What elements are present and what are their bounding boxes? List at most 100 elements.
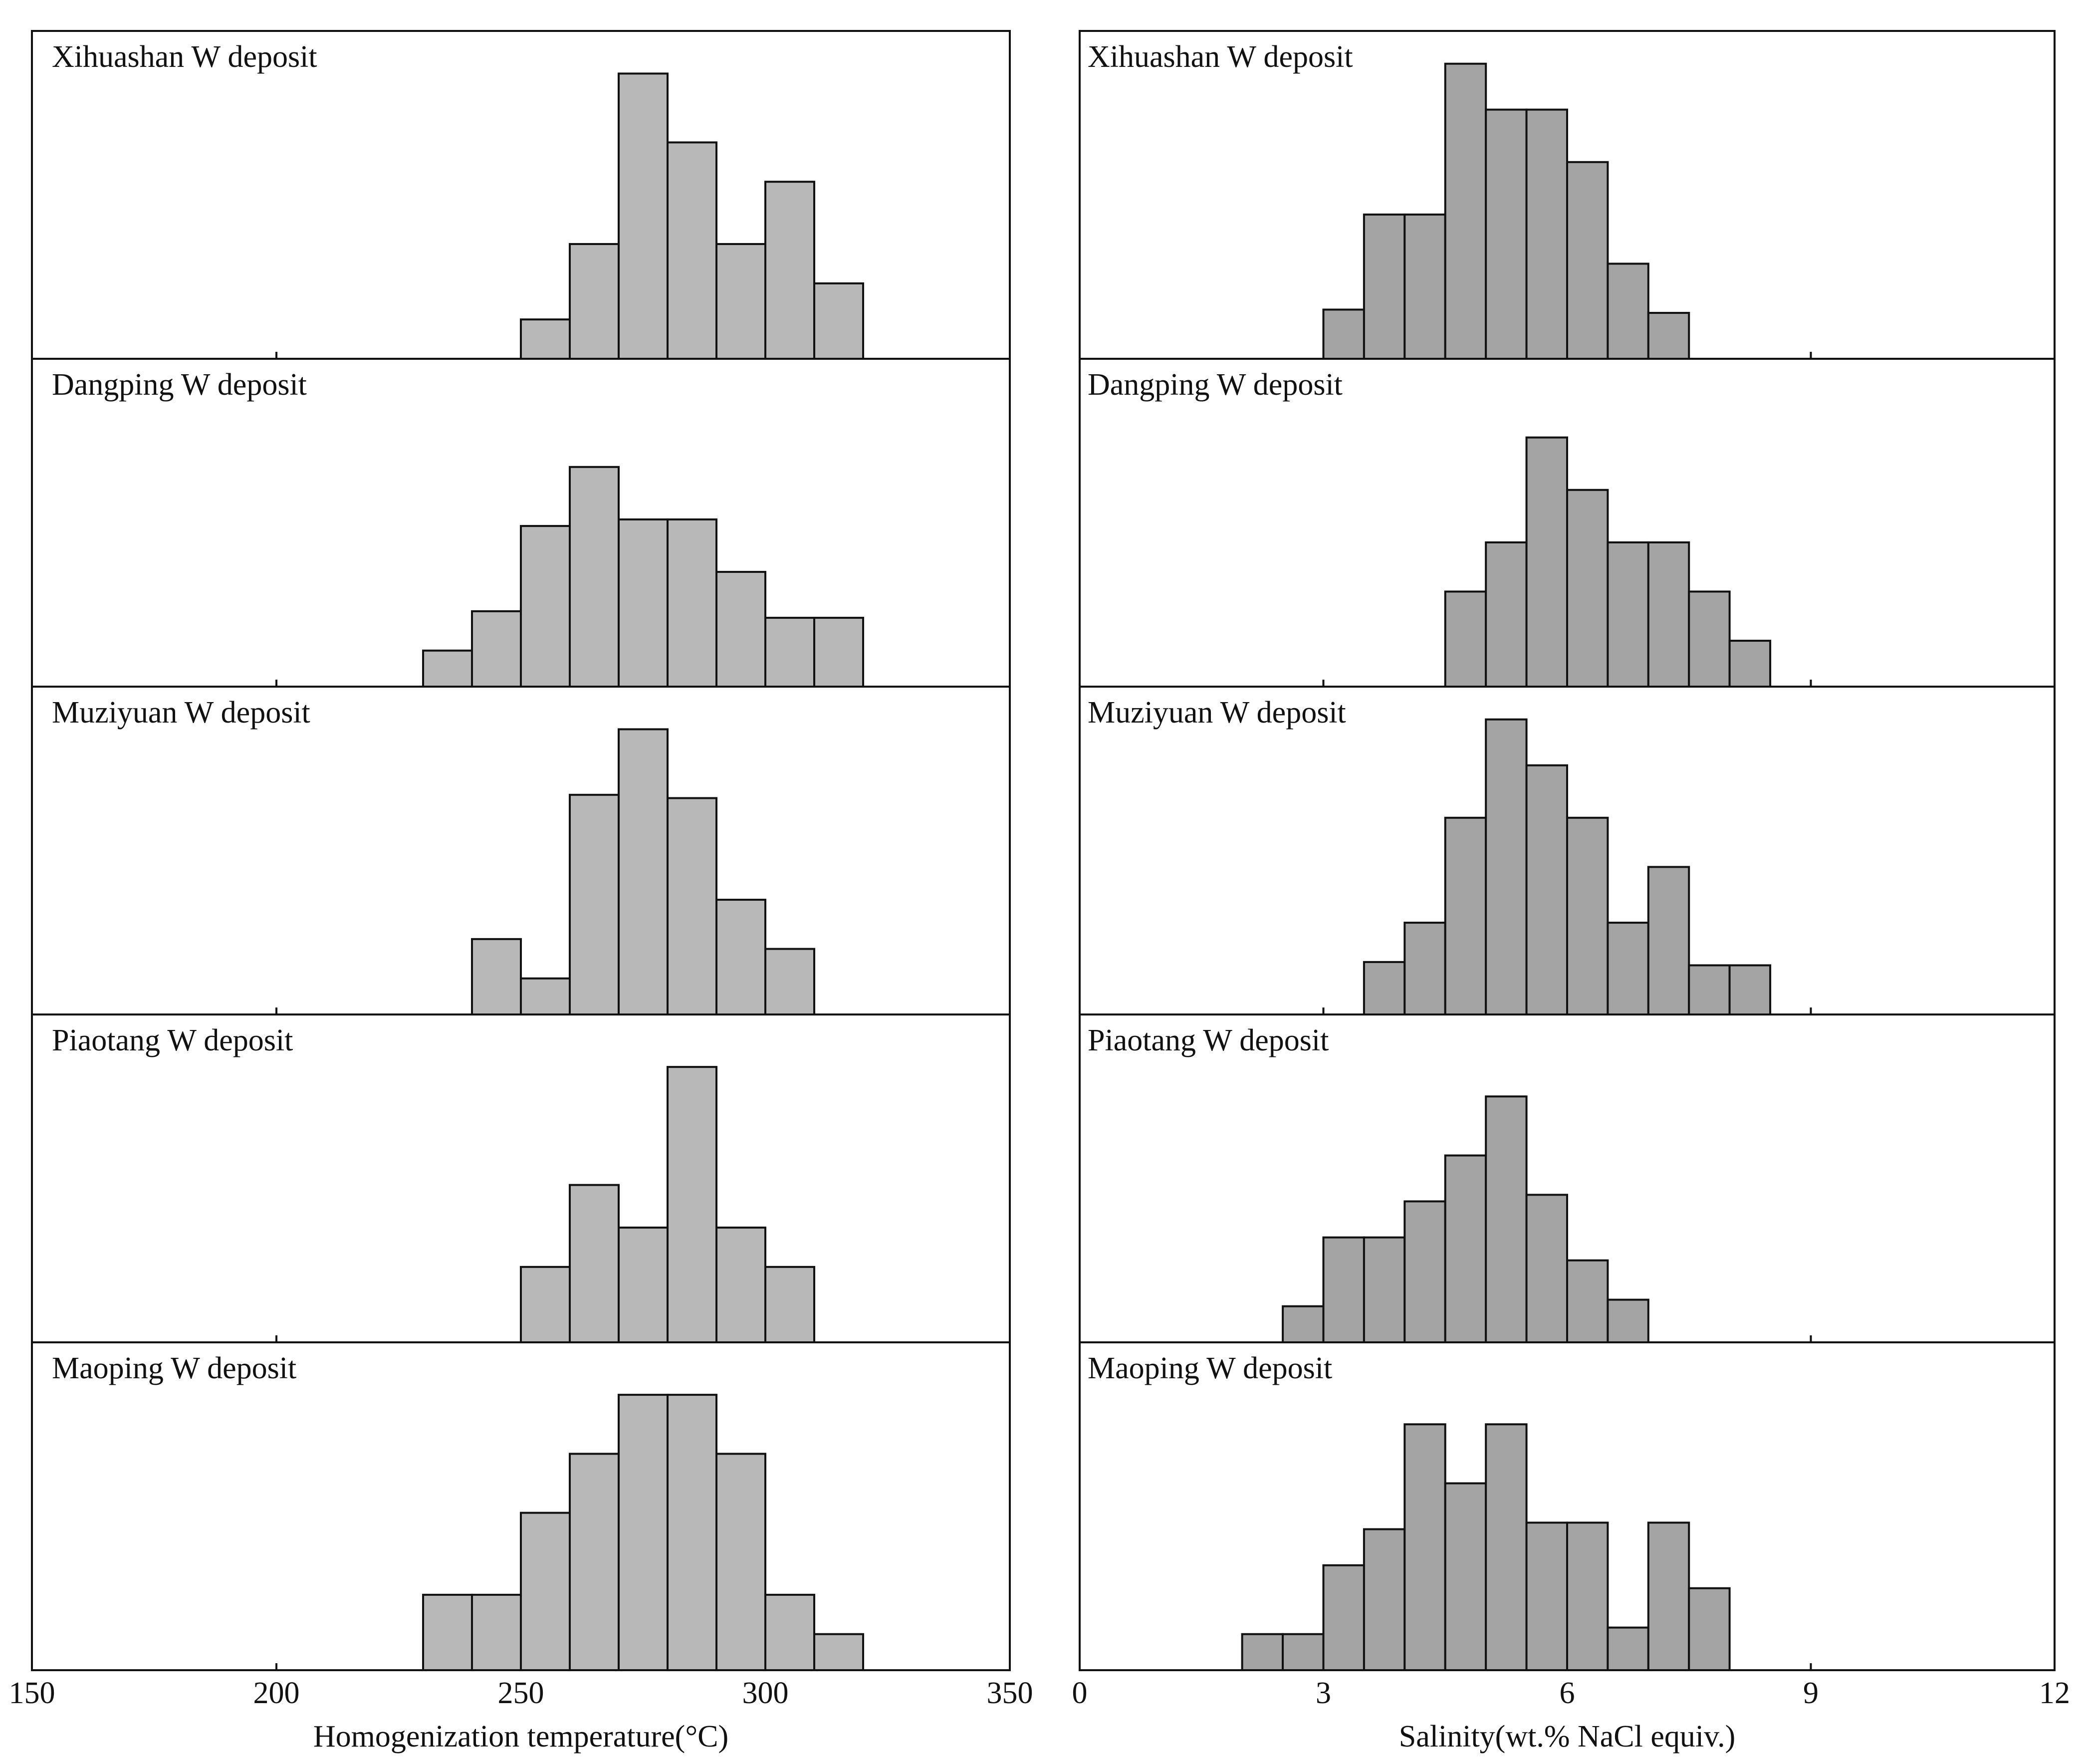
salinity-bar-panel3-bin8 — [1647, 866, 1690, 1015]
temperature-bar-panel2-bin6 — [667, 518, 717, 688]
temperature-bar-panel4-bin6 — [764, 1265, 815, 1343]
temperature-panel-titles: Xihuashan W deposit Dangping W deposit Muz… — [52, 40, 317, 1385]
salinity-bar-panel5-bin7 — [1485, 1423, 1528, 1671]
temperature-bar-panel1-bin4 — [667, 141, 717, 360]
temperature-bar-panel3-bin7 — [764, 948, 815, 1015]
salinity-bar-panel2-bin7 — [1688, 590, 1731, 688]
salinity-bar-panel2-bin1 — [1444, 590, 1487, 688]
salinity-bar-panel1-bin4 — [1444, 62, 1487, 360]
temperature-bar-panel2-bin4 — [569, 466, 620, 688]
salinity-bar-panel5-bin1 — [1241, 1633, 1284, 1671]
salinity-bar-panel2-bin8 — [1728, 640, 1772, 688]
temperature-tick-label-5: 350 — [987, 1676, 1033, 1710]
salinity-bar-panel5-bin6 — [1444, 1482, 1487, 1671]
temperature-bar-panel5-bin6 — [667, 1394, 717, 1672]
salinity-tick-label-5: 12 — [2039, 1676, 2070, 1710]
salinity-bar-panel3-bin7 — [1607, 922, 1649, 1016]
temperature-panel-title-3: Muziyuan W deposit — [52, 696, 310, 730]
temperature-bar-panel1-bin6 — [764, 181, 815, 360]
temperature-axis-title: Homogenization temperature(°C) — [313, 1720, 728, 1754]
salinity-panel-title-4: Piaotang W deposit — [1088, 1023, 1329, 1057]
salinity-x-ticks: 0 3 6 9 12 — [1072, 352, 2070, 1710]
salinity-bar-panel3-bin1 — [1363, 961, 1406, 1016]
temperature-bar-panel5-bin5 — [618, 1394, 669, 1672]
temperature-bar-panel1-bin7 — [813, 282, 864, 360]
temperature-bar-panel2-bin8 — [764, 617, 815, 688]
salinity-bar-panel5-bin12 — [1688, 1587, 1731, 1671]
salinity-bar-panel1-bin1 — [1322, 308, 1365, 360]
temperature-bar-panel4-bin1 — [520, 1265, 571, 1343]
temperature-bar-panel2-bin1 — [422, 649, 473, 688]
temperature-bar-panel5-bin9 — [813, 1633, 864, 1671]
salinity-panel-title-5: Maoping W deposit — [1088, 1351, 1332, 1385]
salinity-tick-label-2: 3 — [1316, 1676, 1331, 1710]
salinity-bar-panel2-bin2 — [1485, 541, 1528, 688]
temperature-bar-panel3-bin6 — [715, 899, 766, 1016]
salinity-bar-panel2-bin3 — [1525, 436, 1568, 688]
temperature-bar-panel3-bin5 — [667, 797, 717, 1015]
salinity-bar-panel5-bin4 — [1363, 1528, 1406, 1671]
temperature-bar-panel1-bin5 — [715, 243, 766, 360]
salinity-bar-panel1-bin3 — [1403, 213, 1446, 360]
salinity-axis-title: Salinity(wt.% NaCl equiv.) — [1399, 1720, 1735, 1754]
temperature-bars — [422, 72, 864, 1672]
salinity-bar-panel3-bin10 — [1728, 964, 1772, 1015]
temperature-bar-panel2-bin3 — [520, 525, 571, 688]
salinity-tick-label-1: 0 — [1072, 1676, 1088, 1710]
salinity-bar-panel1-bin8 — [1607, 262, 1649, 360]
temperature-bar-panel5-bin2 — [471, 1593, 522, 1671]
temperature-histogram-stack: Xihuashan W deposit Dangping W deposit Muz… — [9, 30, 1033, 1754]
salinity-bar-panel5-bin10 — [1607, 1626, 1649, 1672]
temperature-tick-label-3: 250 — [498, 1676, 544, 1710]
temperature-bar-panel5-bin3 — [520, 1512, 571, 1671]
salinity-bar-panel4-bin6 — [1485, 1095, 1528, 1343]
temperature-bar-panel2-bin7 — [715, 571, 766, 688]
temperature-bar-panel3-bin4 — [618, 728, 669, 1016]
temperature-tick-label-2: 200 — [253, 1676, 300, 1710]
temperature-bar-panel2-bin2 — [471, 610, 522, 688]
temperature-bar-panel5-bin7 — [715, 1453, 766, 1671]
salinity-bar-panel5-bin5 — [1403, 1423, 1446, 1671]
salinity-bar-panel4-bin5 — [1444, 1154, 1487, 1343]
salinity-bar-panel4-bin4 — [1403, 1200, 1446, 1343]
salinity-bar-panel4-bin1 — [1282, 1305, 1325, 1343]
salinity-bar-panel2-bin6 — [1647, 541, 1690, 688]
salinity-bar-panel3-bin9 — [1688, 964, 1731, 1015]
salinity-bar-panel1-bin2 — [1363, 213, 1406, 360]
salinity-bar-panel4-bin8 — [1566, 1259, 1609, 1343]
salinity-bar-panel5-bin9 — [1566, 1521, 1609, 1672]
salinity-bar-panel1-bin7 — [1566, 161, 1609, 360]
temperature-panel-title-1: Xihuashan W deposit — [52, 40, 317, 74]
temperature-bar-panel3-bin1 — [471, 938, 522, 1016]
temperature-bar-panel5-bin4 — [569, 1453, 620, 1671]
salinity-bar-panel1-bin5 — [1485, 108, 1528, 360]
salinity-bar-panel3-bin2 — [1403, 922, 1446, 1016]
temperature-bar-panel1-bin3 — [618, 72, 669, 360]
salinity-bar-panel4-bin2 — [1322, 1236, 1365, 1344]
salinity-bar-panel1-bin9 — [1647, 312, 1690, 360]
salinity-bar-panel5-bin3 — [1322, 1564, 1365, 1672]
temperature-panel-title-4: Piaotang W deposit — [52, 1023, 293, 1057]
temperature-bar-panel1-bin1 — [520, 318, 571, 360]
temperature-bar-panel4-bin3 — [618, 1227, 669, 1344]
salinity-tick-label-3: 6 — [1560, 1676, 1575, 1710]
salinity-bar-panel3-bin4 — [1485, 718, 1528, 1015]
salinity-bar-panel4-bin9 — [1607, 1298, 1649, 1344]
temperature-bar-panel2-bin5 — [618, 518, 669, 688]
salinity-bar-panel4-bin7 — [1525, 1194, 1568, 1344]
temperature-bar-panel5-bin1 — [422, 1593, 473, 1671]
temperature-bar-panel2-bin9 — [813, 617, 864, 688]
salinity-tick-label-4: 9 — [1803, 1676, 1819, 1710]
salinity-panel-title-1: Xihuashan W deposit — [1088, 40, 1353, 74]
temperature-x-ticks: 150 200 250 300 350 — [9, 352, 1033, 1710]
salinity-panel-title-2: Dangping W deposit — [1088, 368, 1343, 402]
salinity-bar-panel5-bin2 — [1282, 1633, 1325, 1671]
salinity-bar-panel2-bin4 — [1566, 489, 1609, 688]
temperature-bar-panel3-bin2 — [520, 977, 571, 1015]
salinity-bar-panel3-bin3 — [1444, 816, 1487, 1016]
salinity-bar-panel3-bin5 — [1525, 764, 1568, 1016]
salinity-bar-panel5-bin11 — [1647, 1521, 1690, 1672]
salinity-bar-panel5-bin8 — [1525, 1521, 1568, 1672]
